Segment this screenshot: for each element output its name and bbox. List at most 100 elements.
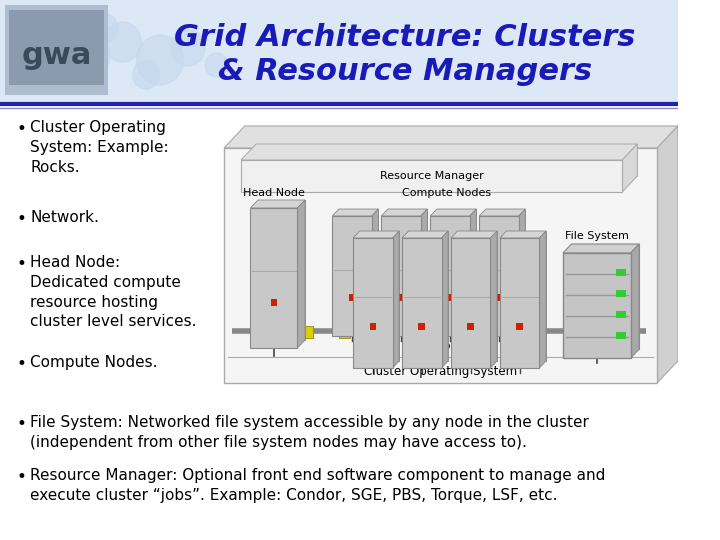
Bar xyxy=(616,332,626,339)
Text: Compute Nodes: Compute Nodes xyxy=(402,188,491,198)
Bar xyxy=(506,231,546,361)
Circle shape xyxy=(64,63,86,87)
Polygon shape xyxy=(431,209,477,216)
Bar xyxy=(616,290,626,297)
Polygon shape xyxy=(353,231,399,238)
Text: •: • xyxy=(17,415,27,433)
Text: Network.: Network. xyxy=(30,210,99,225)
Bar xyxy=(486,209,526,329)
Bar xyxy=(495,294,503,301)
Text: Head Node:
Dedicated compute
resource hosting
cluster level services.: Head Node: Dedicated compute resource ho… xyxy=(30,255,197,329)
Bar xyxy=(563,253,631,358)
Bar xyxy=(353,238,392,368)
Bar xyxy=(402,238,441,368)
Bar xyxy=(0,0,678,105)
Bar xyxy=(333,216,372,336)
Text: File System: Networked file system accessible by any node in the cluster
(indepe: File System: Networked file system acces… xyxy=(30,415,589,450)
Polygon shape xyxy=(539,231,546,368)
Circle shape xyxy=(205,53,228,77)
Bar xyxy=(301,326,312,338)
Text: Head Node: Head Node xyxy=(243,188,305,198)
Bar xyxy=(437,209,477,329)
Bar xyxy=(616,269,626,276)
Polygon shape xyxy=(500,231,546,238)
Bar xyxy=(254,326,266,338)
Text: Grid Architecture: Clusters: Grid Architecture: Clusters xyxy=(174,24,636,52)
Bar xyxy=(224,148,657,383)
Polygon shape xyxy=(392,231,399,368)
Bar xyxy=(339,209,379,329)
Circle shape xyxy=(68,33,110,77)
Text: •: • xyxy=(17,355,27,373)
Bar xyxy=(572,244,639,349)
Bar xyxy=(480,216,518,336)
Bar xyxy=(397,294,405,301)
Circle shape xyxy=(21,47,55,83)
Polygon shape xyxy=(251,200,305,208)
Text: File System: File System xyxy=(565,231,629,241)
Circle shape xyxy=(132,61,159,89)
Bar xyxy=(359,231,399,361)
Text: •: • xyxy=(17,255,27,273)
Polygon shape xyxy=(297,200,305,348)
Text: •: • xyxy=(17,468,27,486)
Polygon shape xyxy=(451,231,497,238)
Circle shape xyxy=(25,7,78,63)
Bar xyxy=(258,200,305,340)
Polygon shape xyxy=(224,126,678,148)
Polygon shape xyxy=(372,209,379,336)
Bar xyxy=(467,322,474,329)
Text: Resource Manager: Optional front end software component to manage and
execute cl: Resource Manager: Optional front end sof… xyxy=(30,468,606,503)
Bar xyxy=(418,322,425,329)
Polygon shape xyxy=(333,209,379,216)
Circle shape xyxy=(89,13,117,43)
Polygon shape xyxy=(480,209,526,216)
Bar xyxy=(388,209,428,329)
Bar xyxy=(446,294,454,301)
Bar xyxy=(414,326,426,338)
Bar xyxy=(241,160,622,192)
Bar xyxy=(245,126,678,361)
Bar xyxy=(256,144,637,176)
Text: Network: Network xyxy=(415,341,462,351)
Text: & Resource Managers: & Resource Managers xyxy=(217,57,592,86)
Polygon shape xyxy=(657,126,678,383)
Bar xyxy=(616,311,626,318)
Circle shape xyxy=(171,30,205,66)
Bar xyxy=(382,216,420,336)
Polygon shape xyxy=(563,244,639,253)
Polygon shape xyxy=(241,144,637,160)
Bar xyxy=(369,322,376,329)
Text: Cluster Operating System: Cluster Operating System xyxy=(364,364,517,377)
Text: Resource Manager: Resource Manager xyxy=(379,171,484,181)
Bar xyxy=(5,5,108,95)
Bar xyxy=(451,238,490,368)
Bar xyxy=(505,326,517,338)
Bar xyxy=(459,326,469,338)
Bar xyxy=(271,299,277,306)
Polygon shape xyxy=(518,209,526,336)
Bar xyxy=(9,10,104,85)
Polygon shape xyxy=(441,231,448,368)
Bar xyxy=(377,326,388,338)
Text: Cluster Operating
System: Example:
Rocks.: Cluster Operating System: Example: Rocks… xyxy=(30,120,168,174)
Polygon shape xyxy=(420,209,428,336)
Circle shape xyxy=(104,22,141,62)
Text: •: • xyxy=(17,120,27,138)
Text: Compute Nodes.: Compute Nodes. xyxy=(30,355,158,370)
Polygon shape xyxy=(490,231,497,368)
Polygon shape xyxy=(631,244,639,358)
Polygon shape xyxy=(402,231,448,238)
Circle shape xyxy=(9,32,39,64)
Bar xyxy=(457,231,497,361)
Polygon shape xyxy=(622,144,637,192)
Bar xyxy=(408,231,448,361)
Text: gwa: gwa xyxy=(22,40,91,70)
Polygon shape xyxy=(469,209,477,336)
Polygon shape xyxy=(382,209,428,216)
Bar xyxy=(500,238,539,368)
Bar xyxy=(431,216,469,336)
Bar xyxy=(348,294,356,301)
Circle shape xyxy=(137,35,184,85)
Bar xyxy=(576,326,588,338)
